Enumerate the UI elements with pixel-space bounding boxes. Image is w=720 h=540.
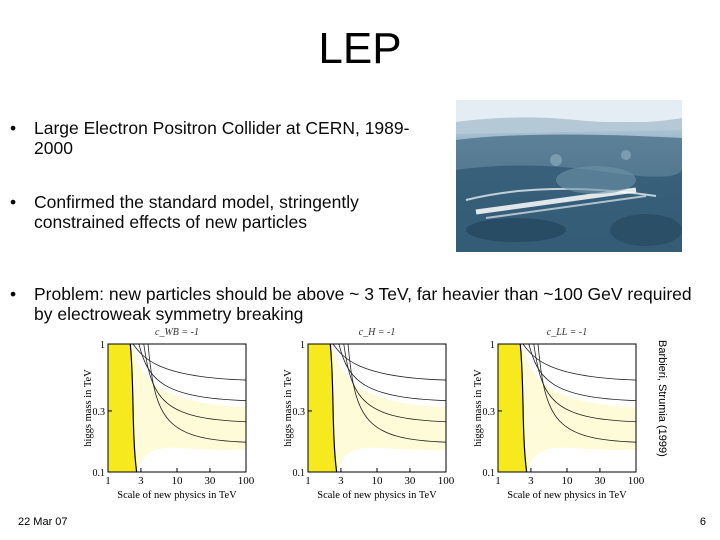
- chart-title: c_H = -1: [359, 327, 396, 338]
- x-tick-label: 30: [204, 475, 216, 487]
- x-tick-label: 100: [628, 475, 645, 487]
- x-tick-label: 100: [238, 475, 255, 487]
- bullet-marker: •: [10, 118, 17, 138]
- bullet-lep-description: • Large Electron Positron Collider at CE…: [10, 118, 440, 158]
- contour-line: [138, 343, 247, 402]
- contour-line: [347, 343, 447, 443]
- bullet-text: Confirmed the standard model, stringentl…: [34, 192, 359, 232]
- page-number: 6: [699, 516, 706, 528]
- x-tick-label: 3: [528, 475, 534, 487]
- citation-credit: Barbieri, Strumia (1999): [656, 340, 668, 457]
- footer-date: 22 Mar 07: [18, 516, 68, 528]
- y-tick-label: 1: [100, 340, 105, 351]
- y-tick-label: 0.3: [93, 407, 106, 418]
- contour-line: [147, 343, 247, 443]
- x-tick-label: 1: [495, 475, 501, 487]
- contour-line: [143, 343, 247, 423]
- x-tick-label: 1: [105, 475, 111, 487]
- y-tick-label: 0.3: [293, 407, 306, 418]
- contour-line: [537, 343, 637, 443]
- excluded-region: [108, 344, 137, 472]
- x-axis-label: Scale of new physics in TeV: [117, 490, 237, 501]
- contour-plot-ch: 1 3 10 30 100 1 0.3 0.1 Scale of new physics in …: [283, 327, 455, 501]
- x-axis-label: Scale of new physics in TeV: [317, 490, 437, 501]
- y-tick-label: 1: [490, 340, 495, 351]
- contour-line: [338, 343, 447, 402]
- chart-title: c_LL = -1: [547, 327, 587, 338]
- excluded-region: [308, 344, 337, 472]
- y-axis-label: higgs mass in TeV: [83, 369, 94, 447]
- bullet-marker: •: [10, 192, 17, 212]
- y-tick-label: 0.3: [483, 407, 496, 418]
- x-tick-label: 30: [404, 475, 416, 487]
- contour-line: [343, 343, 447, 423]
- contour-line: [533, 343, 637, 423]
- x-tick-label: 30: [594, 475, 606, 487]
- y-tick-label: 0.1: [93, 468, 106, 479]
- x-tick-label: 100: [438, 475, 455, 487]
- y-tick-label: 0.1: [483, 468, 496, 479]
- x-tick-label: 10: [172, 475, 184, 487]
- contour-line: [528, 343, 637, 402]
- bullet-problem: • Problem: new particles should be above…: [10, 284, 700, 324]
- exclusion-boundary: [129, 343, 138, 473]
- contour-line: [132, 343, 247, 381]
- chart-title: c_WB = -1: [155, 327, 199, 338]
- bullet-text: Problem: new particles should be above ~…: [34, 284, 692, 324]
- contour-line: [522, 343, 637, 381]
- exclusion-boundary: [329, 343, 338, 473]
- cern-aerial-photo: [456, 100, 682, 252]
- contour-plot-cwb: 1 3 10 30 100 1 0.3 0.1 Scale of new physics in …: [83, 327, 255, 501]
- excluded-region: [498, 344, 527, 472]
- x-tick-label: 1: [305, 475, 311, 487]
- x-tick-label: 3: [338, 475, 344, 487]
- y-axis-label: higgs mass in TeV: [473, 369, 484, 447]
- bullet-text: Large Electron Positron Collider at CERN…: [34, 118, 410, 158]
- bullet-standard-model: • Confirmed the standard model, stringen…: [10, 192, 440, 232]
- contour-line: [332, 343, 447, 381]
- bullet-marker: •: [10, 284, 17, 304]
- slide-title: LEP: [318, 24, 402, 73]
- x-axis-label: Scale of new physics in TeV: [507, 490, 627, 501]
- contour-plot-cll: 1 3 10 30 100 1 0.3 0.1 Scale of new physics in …: [473, 327, 645, 501]
- y-tick-label: 1: [300, 340, 305, 351]
- y-tick-label: 0.1: [293, 468, 306, 479]
- exclusion-boundary: [519, 343, 528, 473]
- x-tick-label: 3: [138, 475, 144, 487]
- x-tick-label: 10: [372, 475, 384, 487]
- y-axis-label: higgs mass in TeV: [283, 369, 294, 447]
- x-tick-label: 10: [562, 475, 574, 487]
